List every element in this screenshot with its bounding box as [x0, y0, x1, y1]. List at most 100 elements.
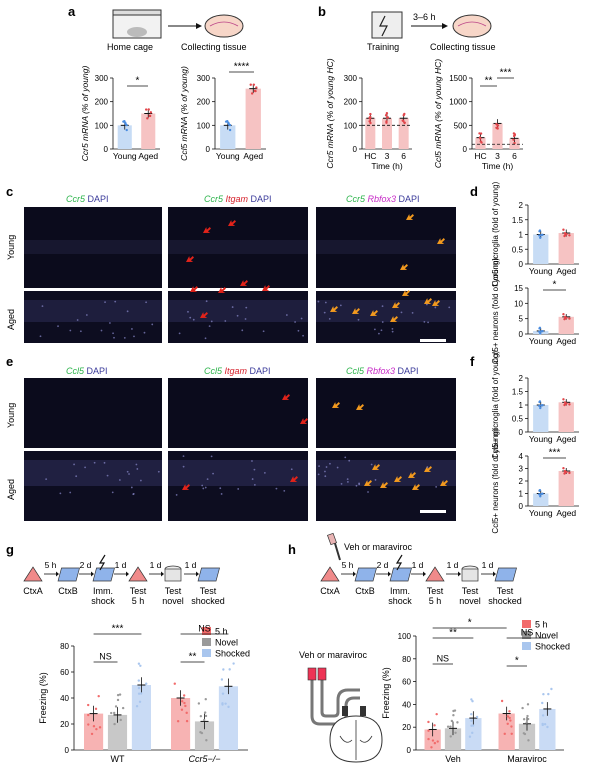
- nucleus-speck: [425, 303, 428, 306]
- chart-a-left: 0 100 200 300 Young Aged Ccr5 mRNA (% of young…: [80, 66, 160, 161]
- data-point: [118, 693, 122, 696]
- nucleus-speck: [192, 318, 195, 321]
- data-point: [512, 138, 515, 141]
- data-point: [479, 140, 482, 143]
- y-tick-label: 20: [402, 723, 411, 732]
- y-tick-label: 300: [344, 74, 358, 83]
- arrow-marker: [432, 300, 440, 306]
- sig-g-4-label: **: [189, 652, 197, 663]
- nucleus-speck: [357, 318, 360, 321]
- sig-g-1-label: ***: [112, 624, 124, 635]
- nucleus-speck: [133, 335, 135, 338]
- data-point: [97, 694, 100, 698]
- bar-shocked: [465, 718, 482, 750]
- nucleus-speck: [118, 479, 121, 481]
- context-icon: [57, 567, 80, 582]
- nucleus-speck: [435, 485, 438, 488]
- nucleus-speck: [367, 491, 369, 493]
- data-point: [479, 137, 482, 140]
- nucleus-speck: [204, 486, 207, 489]
- data-point: [205, 739, 208, 742]
- data-point: [139, 692, 143, 695]
- data-point: [541, 492, 544, 495]
- y-axis-label: Ccr5 mRNA (% of young HC): [325, 58, 335, 168]
- arrow-marker: [406, 214, 414, 221]
- data-point: [183, 701, 186, 705]
- brain-tissue-icon: [204, 14, 244, 38]
- data-point: [402, 119, 405, 123]
- y-tick-label: 3: [519, 465, 524, 474]
- timeline-interval: 1 d: [447, 560, 459, 570]
- data-point: [538, 327, 541, 330]
- bar: [558, 316, 574, 334]
- nucleus-speck: [381, 321, 384, 323]
- y-axis-label: Freezing (%): [38, 672, 48, 724]
- data-point: [185, 711, 188, 715]
- bar: [365, 118, 376, 149]
- x-tick-label: Aged: [556, 508, 576, 518]
- bar: [141, 113, 156, 149]
- nucleus-speck: [423, 320, 426, 323]
- y-tick-label: 1.5: [512, 216, 524, 225]
- nucleus-speck: [336, 466, 339, 469]
- nucleus-speck: [318, 465, 320, 468]
- context-icon: [128, 566, 148, 582]
- timeline-interval: 1 d: [482, 560, 494, 570]
- schematic-interval: 3–6 h: [413, 12, 436, 22]
- y-tick-label: 20: [60, 720, 69, 729]
- arrow-marker: [186, 256, 194, 262]
- panel-letter-g: g: [6, 542, 14, 557]
- data-point: [456, 721, 459, 724]
- bar-shocked: [539, 708, 556, 750]
- data-point: [228, 123, 232, 127]
- nucleus-speck: [324, 470, 326, 473]
- chart-a-right: 0 100 200 300 Young Aged Ccl5 mRNA (% of young…: [179, 62, 266, 161]
- data-point: [200, 731, 204, 735]
- nucleus-speck: [391, 330, 394, 333]
- y-tick-label: 60: [402, 678, 411, 687]
- nucleus-speck: [253, 484, 256, 486]
- data-point: [221, 692, 225, 695]
- bar-novel: [194, 721, 215, 750]
- data-point: [471, 700, 474, 703]
- data-point: [146, 117, 149, 120]
- y-tick-label: 0: [206, 145, 211, 154]
- timeline-step-label: CtxB: [58, 586, 78, 596]
- x-tick-label: Young: [529, 336, 553, 346]
- x-tick-label: Young: [113, 151, 137, 161]
- data-point: [512, 132, 516, 135]
- nucleus-speck: [244, 318, 247, 320]
- y-tick-label: 2: [519, 477, 524, 486]
- data-point: [369, 121, 372, 125]
- col-label-c-1: Ccr5 DAPI: [66, 194, 109, 204]
- schematic-label-collecting-tissue-b: Collecting tissue: [430, 42, 496, 52]
- nucleus-speck: [426, 466, 429, 469]
- context-icon: [197, 567, 220, 582]
- data-point: [563, 469, 567, 473]
- nucleus-speck: [73, 463, 75, 466]
- nucleus-speck: [290, 468, 293, 471]
- data-point: [471, 731, 474, 735]
- data-point: [539, 495, 542, 498]
- data-point: [539, 406, 542, 410]
- data-point: [562, 398, 565, 401]
- cube-context-icon: [354, 567, 377, 582]
- data-point: [149, 111, 153, 114]
- x-tick-label: Aged: [556, 434, 576, 444]
- data-point: [564, 233, 567, 237]
- nucleus-speck: [448, 306, 451, 309]
- y-axis-label: Ccl5+ neurons (fold of young): [491, 428, 500, 534]
- data-point: [92, 725, 96, 728]
- data-point: [538, 230, 541, 233]
- data-point: [568, 403, 571, 406]
- data-point: [112, 711, 116, 715]
- data-point: [541, 233, 544, 236]
- nucleus-speck: [178, 332, 181, 335]
- arrow-marker: [262, 285, 270, 291]
- data-point: [138, 700, 142, 704]
- data-point: [110, 711, 113, 715]
- y-tick-label: 2: [519, 374, 524, 383]
- data-point: [539, 332, 542, 335]
